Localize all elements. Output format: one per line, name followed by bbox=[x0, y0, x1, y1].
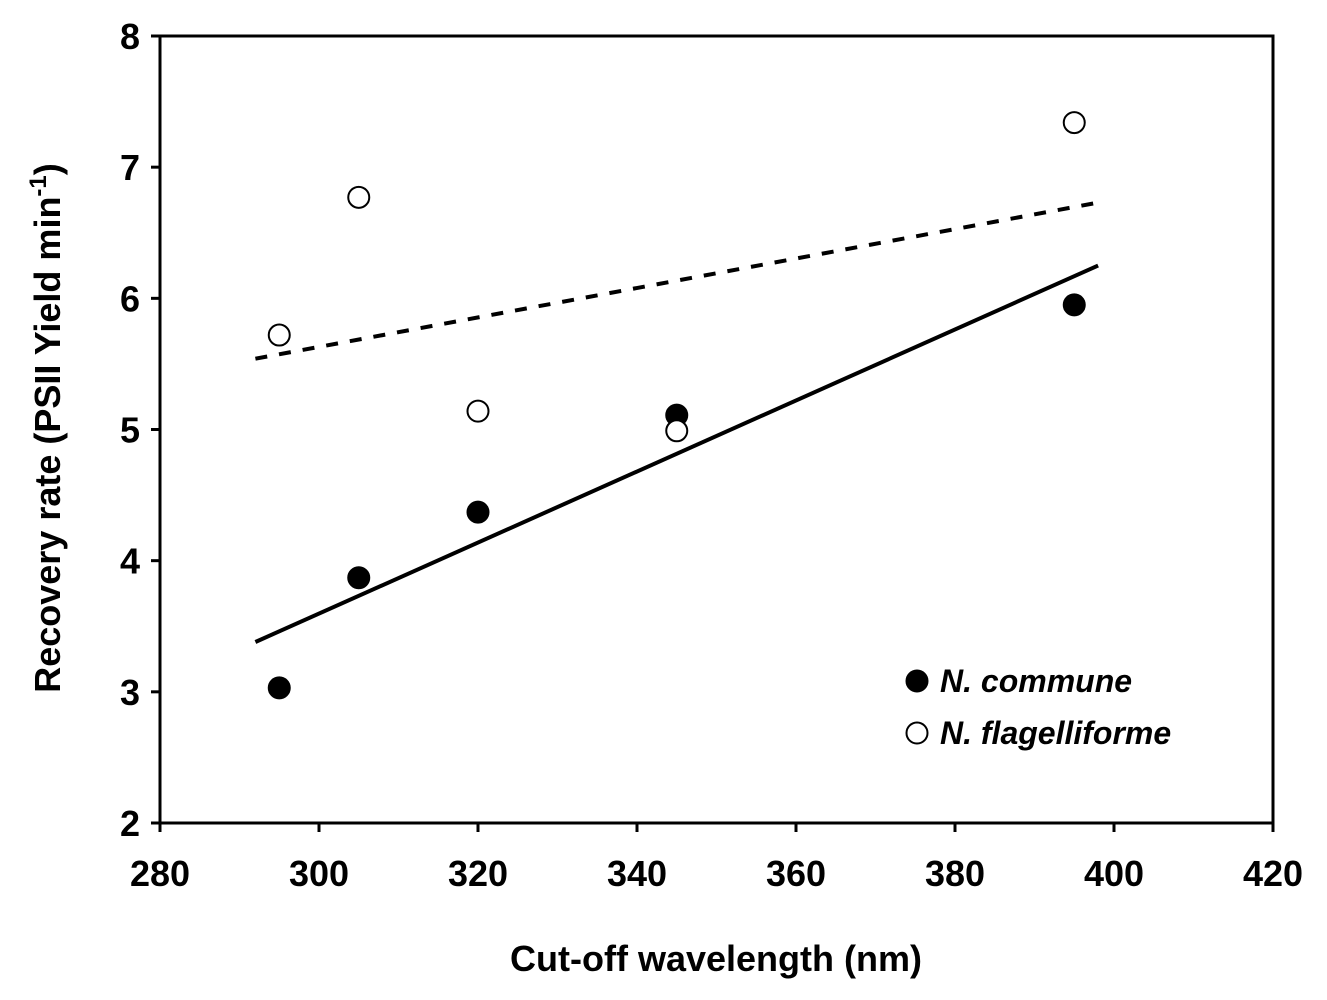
x-tick-label-340: 340 bbox=[607, 853, 667, 894]
trendline-series-0 bbox=[254, 263, 1099, 644]
y-tick-label-8: 8 bbox=[120, 16, 140, 57]
legend: N. commune N. flagelliforme bbox=[905, 663, 1171, 751]
plot-frame bbox=[158, 34, 1275, 825]
point-series-1-1 bbox=[347, 185, 371, 209]
x-tick-label-280: 280 bbox=[130, 853, 190, 894]
x-tick-label-380: 380 bbox=[925, 853, 985, 894]
point-series-1-3 bbox=[665, 419, 689, 443]
legend-label-n-commune: N. commune bbox=[940, 663, 1132, 699]
point-series-0-1 bbox=[347, 566, 371, 590]
x-tick-label-360: 360 bbox=[766, 853, 826, 894]
y-axis-title-superscript: -1 bbox=[25, 175, 52, 196]
point-series-0-0 bbox=[267, 676, 291, 700]
x-axis-title: Cut-off wavelength (nm) bbox=[510, 938, 922, 979]
y-tick-label-4: 4 bbox=[120, 541, 140, 582]
trendlines bbox=[254, 200, 1099, 644]
point-series-0-4 bbox=[1062, 293, 1086, 317]
data-points bbox=[267, 111, 1086, 700]
y-axis-title: Recovery rate (PSII Yield min-1) bbox=[25, 163, 68, 693]
point-series-1-4 bbox=[1062, 111, 1086, 135]
x-tick-label-420: 420 bbox=[1243, 853, 1303, 894]
y-tick-label-6: 6 bbox=[120, 278, 140, 319]
y-axis-title-suffix: ) bbox=[27, 163, 68, 175]
y-tick-label-5: 5 bbox=[120, 410, 140, 451]
point-series-1-0 bbox=[267, 323, 291, 347]
legend-label-n-flagelliforme: N. flagelliforme bbox=[940, 715, 1171, 751]
point-series-1-2 bbox=[466, 399, 490, 423]
axis-ticks: 280 300 320 340 360 380 400 420 2 3 4 5 6 7 8 bbox=[120, 16, 1303, 894]
legend-marker-n-flagelliforme bbox=[905, 721, 929, 745]
legend-marker-n-commune bbox=[905, 669, 929, 693]
trendline-series-1 bbox=[255, 200, 1099, 361]
y-tick-label-2: 2 bbox=[120, 803, 140, 844]
y-axis-title-main: Recovery rate (PSII Yield min bbox=[27, 197, 68, 693]
x-tick-label-400: 400 bbox=[1084, 853, 1144, 894]
y-tick-label-3: 3 bbox=[120, 672, 140, 713]
plot-area bbox=[158, 34, 1275, 825]
y-tick-label-7: 7 bbox=[120, 147, 140, 188]
point-series-0-2 bbox=[466, 500, 490, 524]
x-tick-label-300: 300 bbox=[289, 853, 349, 894]
x-tick-label-320: 320 bbox=[448, 853, 508, 894]
